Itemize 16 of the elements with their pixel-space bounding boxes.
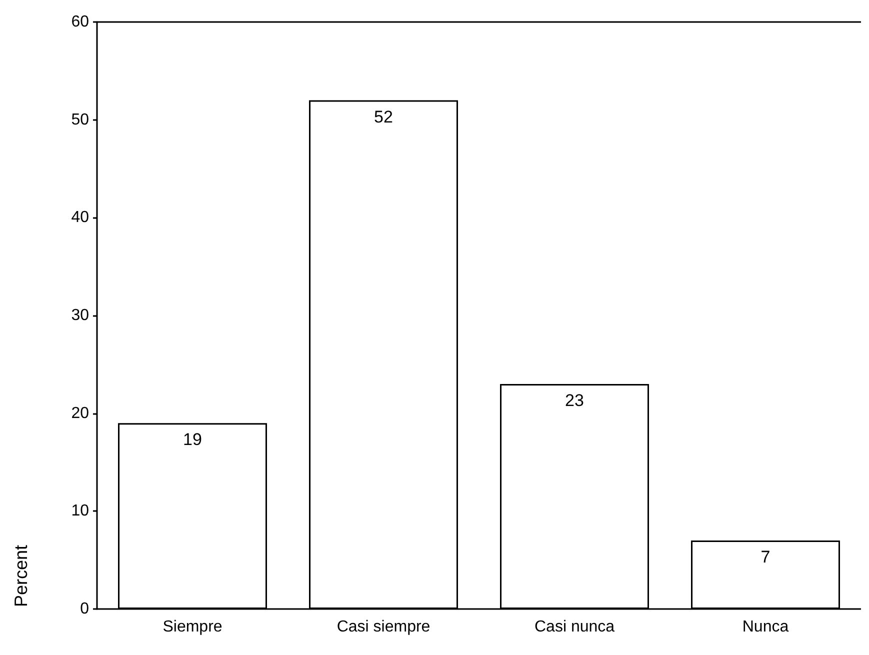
y-tick-label: 10 — [71, 502, 90, 520]
x-tick-label: Casi siempre — [336, 618, 430, 636]
data-label: 52 — [374, 107, 393, 126]
y-tick-label: 50 — [71, 111, 90, 128]
x-tick-label: Casi nunca — [534, 618, 615, 636]
y-tick-label: 0 — [80, 600, 90, 618]
y-tick-label: 60 — [71, 14, 90, 30]
data-label: 7 — [760, 548, 770, 567]
y-tick-label: 20 — [71, 404, 90, 422]
y-tick-label: 30 — [71, 307, 90, 324]
data-label: 23 — [565, 390, 584, 410]
y-tick-label: 40 — [71, 209, 90, 226]
x-tick-label: Siempre — [162, 618, 222, 636]
y-axis-title: Percent — [11, 544, 31, 607]
data-label: 19 — [183, 430, 202, 450]
x-tick-label: Nunca — [742, 618, 789, 636]
